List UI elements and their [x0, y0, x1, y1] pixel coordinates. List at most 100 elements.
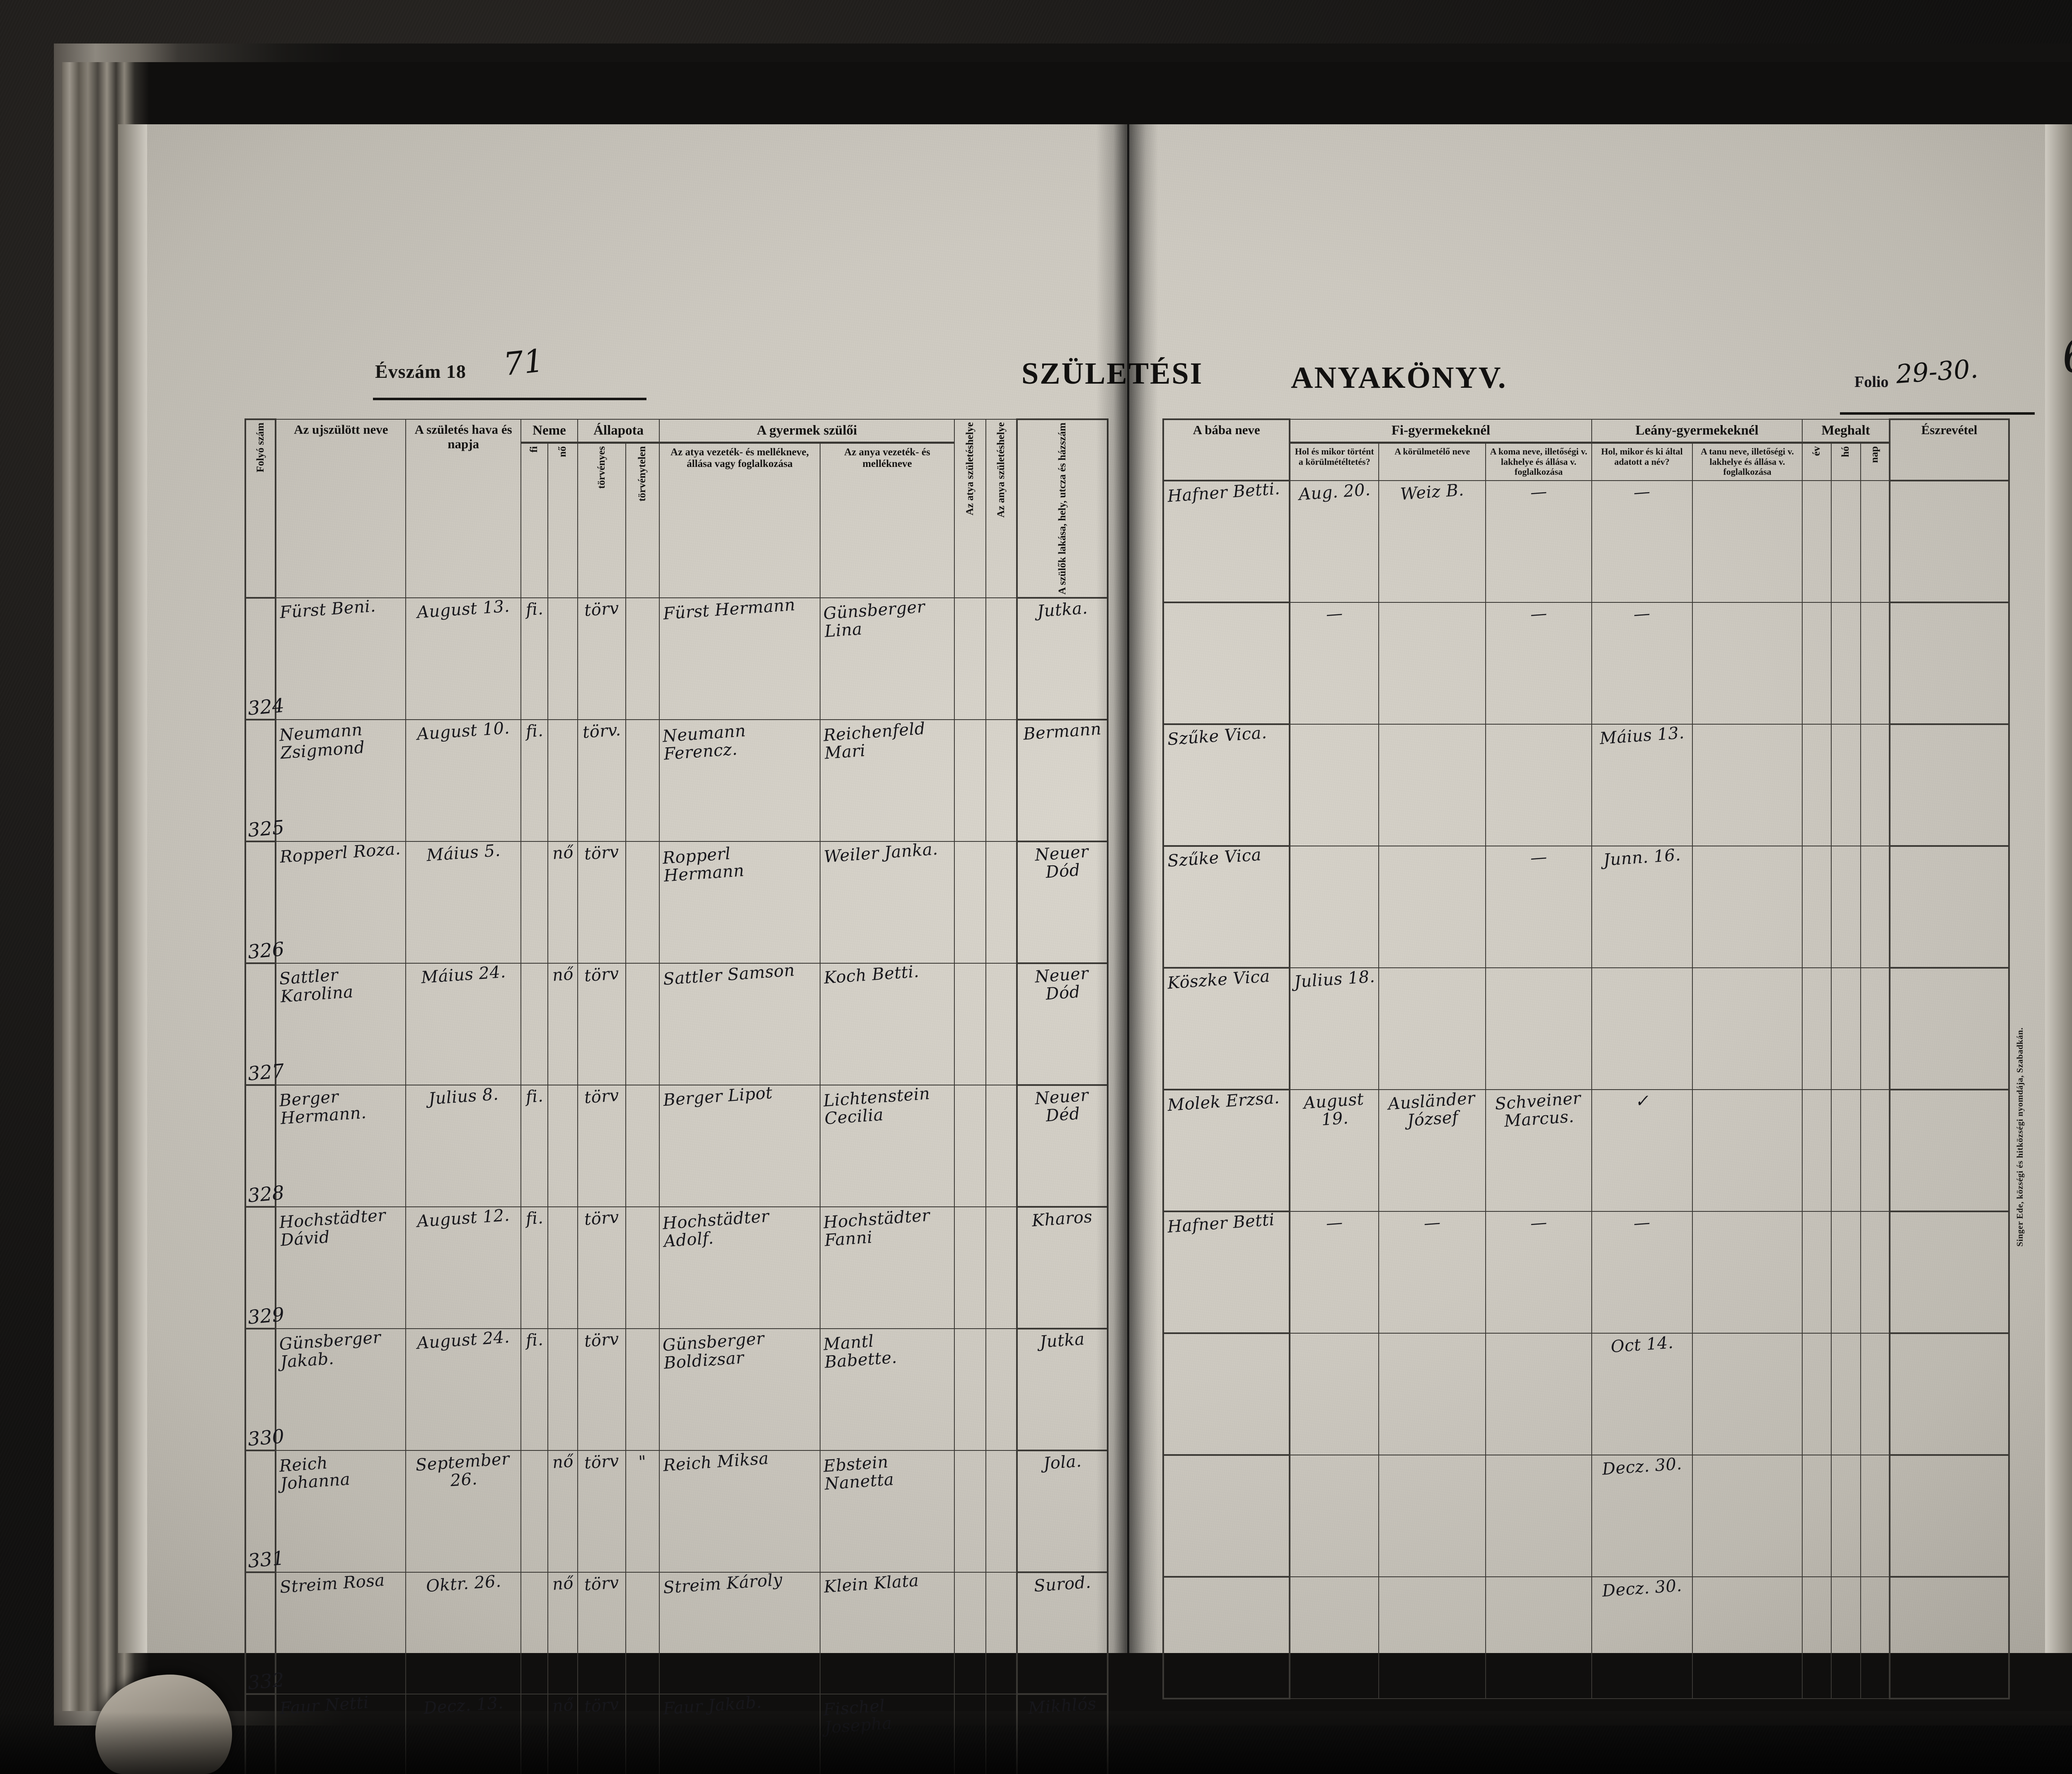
cell-naming: Decz. 30.: [1591, 1454, 1693, 1577]
folio-label: Folio: [1854, 373, 1889, 391]
th-girls-group: Leány-gyermekeknél: [1591, 419, 1803, 444]
cell-child-name: Hochstädter Dávid: [275, 1206, 407, 1329]
title-anyakonyv: ANYAKÖNYV.: [1291, 361, 1507, 395]
cell-circumcision-where: [1289, 1332, 1380, 1455]
cell-death-year: [1802, 1576, 1832, 1699]
cell-mother-birthplace: [985, 597, 1018, 720]
cell-circumciser: [1378, 967, 1486, 1090]
cell-father: Fürst Hermann: [659, 595, 821, 720]
cell-death-month: [1831, 1211, 1861, 1334]
cell-death-year: [1802, 1089, 1832, 1212]
cell-sex-female: nő: [547, 963, 578, 1086]
th-father-birthplace: Az atya születéshelye: [954, 418, 986, 599]
cell-status-legitimate: törv: [577, 1450, 626, 1573]
table-row: Hafner Betti — — — —: [1162, 1210, 2010, 1334]
cell-death-month: [1831, 1089, 1861, 1212]
th-seq: Folyó szám: [244, 418, 277, 599]
cell-circumcision-where: [1289, 845, 1380, 968]
row-sequence-number: 325: [244, 719, 285, 843]
cell-child-name: Streim Rosa: [275, 1571, 407, 1695]
cell-sex-female: [547, 1085, 578, 1208]
cell-mother-birthplace: [985, 963, 1018, 1086]
cell-remarks: [1888, 1332, 2010, 1456]
th-midwife: A bába neve: [1162, 418, 1291, 481]
cell-residence: Neuer Dód: [1016, 962, 1109, 1086]
th-remarks: Észrevétel: [1888, 418, 2010, 481]
cell-death-month: [1831, 967, 1861, 1090]
th-status-legitimate: törvényes: [577, 442, 626, 599]
cell-circumciser: Ausländer József: [1378, 1089, 1486, 1212]
cell-sex-female: nő: [547, 841, 578, 964]
cell-midwife: Köszke Vica: [1162, 967, 1291, 1090]
cell-father-birthplace: [954, 1328, 986, 1451]
cell-death-year: [1802, 1332, 1832, 1455]
cell-sex-female: [547, 1206, 578, 1329]
cell-child-name: Reich Johanna: [275, 1450, 407, 1573]
cell-circumciser: [1378, 602, 1486, 725]
cell-death-month: [1831, 1576, 1861, 1699]
year-rule: [373, 398, 646, 400]
row-sequence-number: 329: [244, 1206, 285, 1330]
cell-death-day: [1860, 845, 1890, 968]
cell-death-year: [1802, 845, 1832, 968]
cell-birth-date: Oktr. 26.: [405, 1572, 521, 1695]
cell-residence: Jutka.: [1016, 597, 1109, 721]
cell-death-day: [1860, 480, 1890, 603]
left-leaf-edge: [118, 124, 147, 1653]
cell-father: Streim Károly: [659, 1570, 821, 1695]
th-status-group: Állapota: [577, 419, 660, 444]
cell-witness: [1692, 1454, 1803, 1577]
cell-birth-date: September 26.: [405, 1449, 521, 1573]
cell-godfather: Schveiner Marcus.: [1485, 1089, 1592, 1212]
cell-circumciser: [1378, 1332, 1486, 1455]
cell-midwife: Hafner Betti.: [1162, 479, 1291, 603]
th-residence: A szülők lakása, hely, utcza és házszám: [1016, 418, 1109, 599]
cell-circumcision-where: —: [1289, 1211, 1380, 1334]
cell-naming: [1591, 967, 1693, 1090]
cell-death-day: [1860, 723, 1890, 846]
cell-midwife: Szűke Vica.: [1162, 723, 1291, 847]
table-row: Oct 14.: [1162, 1332, 2010, 1456]
cell-circumcision-where: Julius 18.: [1289, 967, 1380, 1090]
cell-mother-birthplace: [985, 719, 1018, 842]
cell-father-birthplace: [954, 597, 986, 720]
cell-mother: Lichtenstein Cecilia: [819, 1084, 955, 1208]
th-sex-group: Neme: [520, 419, 578, 444]
cell-birth-date: Máius 24.: [405, 962, 521, 1086]
th-godfather: A koma neve, illetőségi v. lakhelye és á…: [1485, 443, 1592, 481]
cell-mother: Günsberger Lina: [819, 597, 955, 720]
cell-status-illegitimate: [625, 1328, 660, 1451]
table-row: Szűke Vica — Junn. 16.: [1162, 845, 2010, 969]
cell-death-month: [1831, 845, 1861, 968]
cell-child-name: Günsberger Jakab.: [275, 1328, 407, 1451]
cell-child-name: Ropperl Roza.: [275, 839, 407, 964]
cell-sex-female: nő: [547, 1450, 578, 1573]
cell-father: Reich Miksa: [659, 1449, 821, 1573]
cell-witness: [1692, 602, 1803, 725]
cell-naming: —: [1591, 602, 1693, 725]
cell-father-birthplace: [954, 963, 986, 1086]
year-value-handwritten: 71: [501, 342, 546, 383]
table-row: Decz. 30.: [1162, 1576, 2010, 1699]
cell-circumciser: —: [1378, 1211, 1486, 1334]
cell-father: Berger Lipot: [659, 1083, 821, 1208]
th-child-name: Az ujszülött neve: [275, 418, 407, 599]
cell-circumcision-where: August 19.: [1289, 1089, 1380, 1212]
cell-status-illegitimate: ": [625, 1450, 660, 1573]
cell-mother: Weiler Janka.: [819, 840, 955, 964]
cell-status-illegitimate: [625, 597, 660, 720]
cell-mother-birthplace: [985, 1450, 1018, 1573]
cell-mother: Hochstädter Fanni: [819, 1206, 955, 1329]
page-spread: Évszám 18 71 SZÜLETÉSI ANYAKÖNYV. Folio …: [118, 124, 2072, 1774]
row-sequence-number: 327: [244, 962, 285, 1086]
th-boys-group: Fi-gyermekeknél: [1289, 419, 1592, 444]
right-leaf-edge: [2045, 124, 2072, 1653]
cell-godfather: —: [1485, 480, 1592, 603]
cell-sex-male: [520, 841, 548, 964]
cell-status-legitimate: törv: [577, 963, 626, 1086]
cell-naming: Oct 14.: [1591, 1332, 1693, 1455]
cell-circumcision-where: [1289, 1454, 1380, 1577]
table-row: 331 Reich Johanna September 26. nő törv " Reic…: [244, 1449, 1109, 1573]
th-sex-female: nő: [547, 442, 578, 599]
cell-death-day: [1860, 1089, 1890, 1212]
